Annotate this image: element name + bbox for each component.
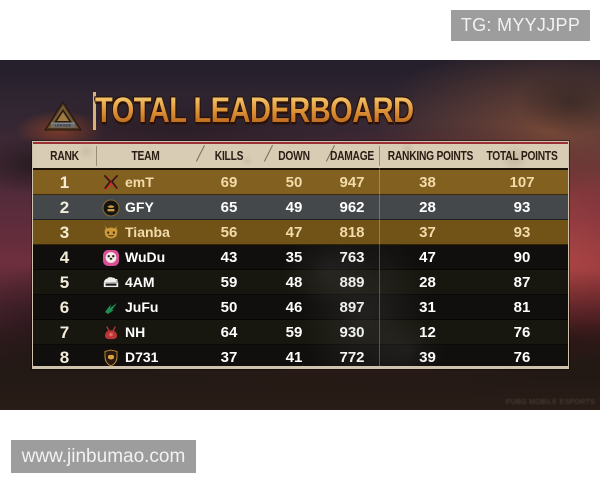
svg-text:LEAGUE: LEAGUE bbox=[55, 123, 72, 127]
